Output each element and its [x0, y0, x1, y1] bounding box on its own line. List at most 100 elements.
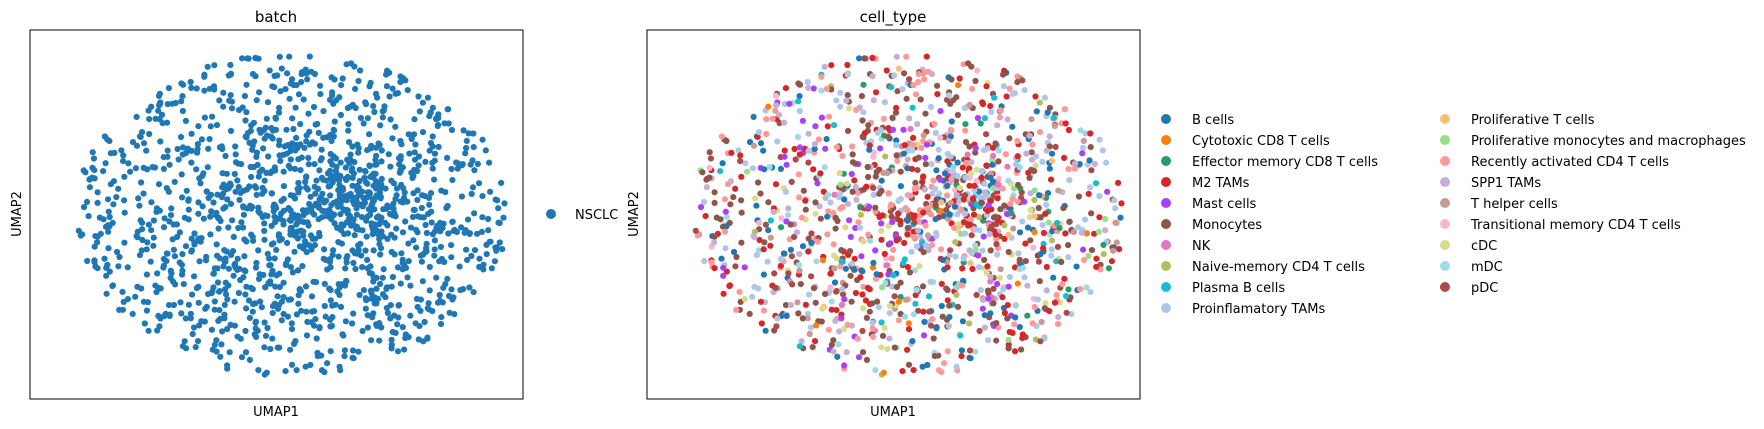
- cell-type-point: [881, 250, 888, 257]
- cell-type-point: [1015, 250, 1022, 257]
- cell-type-point: [842, 265, 850, 272]
- batch-point: [294, 185, 301, 192]
- legend-marker-monocytes: [1161, 219, 1171, 229]
- cell-type-point: [900, 126, 907, 133]
- cell-type-point: [1001, 202, 1008, 209]
- cell-type-point: [1031, 213, 1038, 220]
- cell-type-point: [1041, 94, 1048, 101]
- cell-type-xlabel: UMAP1: [870, 405, 916, 420]
- cell-type-point: [738, 209, 745, 216]
- batch-point: [353, 211, 361, 218]
- cell-type-point: [1072, 160, 1079, 167]
- cell-type-point: [1000, 83, 1008, 90]
- batch-point: [389, 273, 396, 281]
- cell-type-point: [885, 271, 892, 278]
- cell-type-point: [1065, 254, 1072, 261]
- batch-point: [299, 263, 306, 270]
- batch-point: [157, 138, 164, 145]
- cell-type-point: [886, 303, 894, 310]
- cell-type-point: [910, 367, 917, 374]
- batch-point: [409, 132, 416, 139]
- cell-type-point: [987, 310, 994, 317]
- batch-point: [124, 264, 131, 271]
- cell-type-point: [848, 170, 855, 178]
- batch-point: [418, 204, 425, 212]
- legend-marker-mast-cells: [1161, 198, 1171, 208]
- batch-point: [222, 291, 230, 298]
- batch-point: [284, 239, 291, 247]
- batch-point: [291, 165, 299, 172]
- batch-point: [350, 355, 357, 362]
- batch-point: [160, 262, 167, 269]
- batch-point: [337, 159, 344, 166]
- batch-point: [185, 197, 192, 204]
- batch-point: [397, 137, 404, 145]
- cell-type-point: [1000, 285, 1007, 292]
- cell-type-point: [929, 316, 936, 323]
- batch-point: [366, 131, 373, 138]
- batch-point: [226, 349, 233, 356]
- cell-type-point: [767, 217, 775, 224]
- cell-type-point: [952, 239, 959, 246]
- batch-point: [341, 353, 348, 360]
- batch-point: [143, 246, 150, 253]
- cell-type-point: [795, 98, 802, 105]
- batch-point: [83, 198, 91, 205]
- cell-type-point: [697, 204, 705, 211]
- cell-type-point: [774, 138, 781, 145]
- batch-point: [331, 127, 338, 134]
- batch-point: [298, 227, 305, 234]
- batch-point: [255, 173, 262, 180]
- cell-type-point: [995, 147, 1002, 154]
- cell-type-point: [984, 263, 991, 270]
- batch-point: [501, 200, 508, 207]
- batch-legend: NSCLC: [546, 208, 618, 223]
- cell-type-point: [954, 111, 962, 119]
- cell-type-point: [837, 103, 844, 110]
- batch-point: [359, 327, 366, 335]
- batch-point: [476, 255, 483, 262]
- batch-points: [75, 53, 508, 378]
- batch-point: [120, 158, 127, 165]
- cell-type-point: [1053, 291, 1060, 299]
- cell-type-point: [980, 233, 987, 240]
- batch-point: [133, 113, 140, 120]
- batch-point: [431, 157, 438, 164]
- batch-point: [86, 184, 93, 191]
- batch-point: [410, 206, 417, 213]
- cell-type-point: [849, 143, 856, 150]
- batch-point: [227, 321, 234, 328]
- cell-type-point: [1078, 229, 1085, 236]
- cell-type-point: [1029, 320, 1036, 327]
- cell-type-point: [765, 199, 772, 206]
- cell-type-point: [827, 199, 834, 206]
- cell-type-point: [999, 294, 1006, 301]
- batch-point: [361, 199, 368, 206]
- batch-point: [382, 185, 389, 192]
- cell-type-point: [1045, 219, 1052, 226]
- batch-point: [147, 258, 154, 265]
- cell-type-point: [1034, 296, 1041, 303]
- cell-type-point: [719, 160, 726, 167]
- cell-type-point: [1063, 309, 1070, 316]
- batch-point: [361, 174, 368, 181]
- cell-type-point: [994, 280, 1001, 287]
- cell-type-point: [996, 274, 1003, 281]
- cell-type-point: [910, 134, 917, 141]
- cell-type-point: [738, 197, 745, 204]
- cell-type-point: [854, 335, 861, 342]
- cell-type-point: [786, 100, 793, 107]
- cell-type-point: [890, 246, 897, 253]
- cell-type-point: [870, 333, 877, 340]
- batch-point: [91, 259, 98, 266]
- cell-type-point: [1046, 165, 1053, 172]
- batch-point: [211, 306, 218, 313]
- batch-point: [286, 95, 293, 102]
- cell-type-point: [941, 360, 948, 367]
- cell-type-point: [917, 96, 924, 103]
- cell-type-point: [1093, 263, 1100, 270]
- batch-point: [189, 291, 196, 298]
- batch-point: [309, 308, 316, 315]
- batch-point: [288, 326, 296, 333]
- cell-type-point: [1112, 219, 1119, 226]
